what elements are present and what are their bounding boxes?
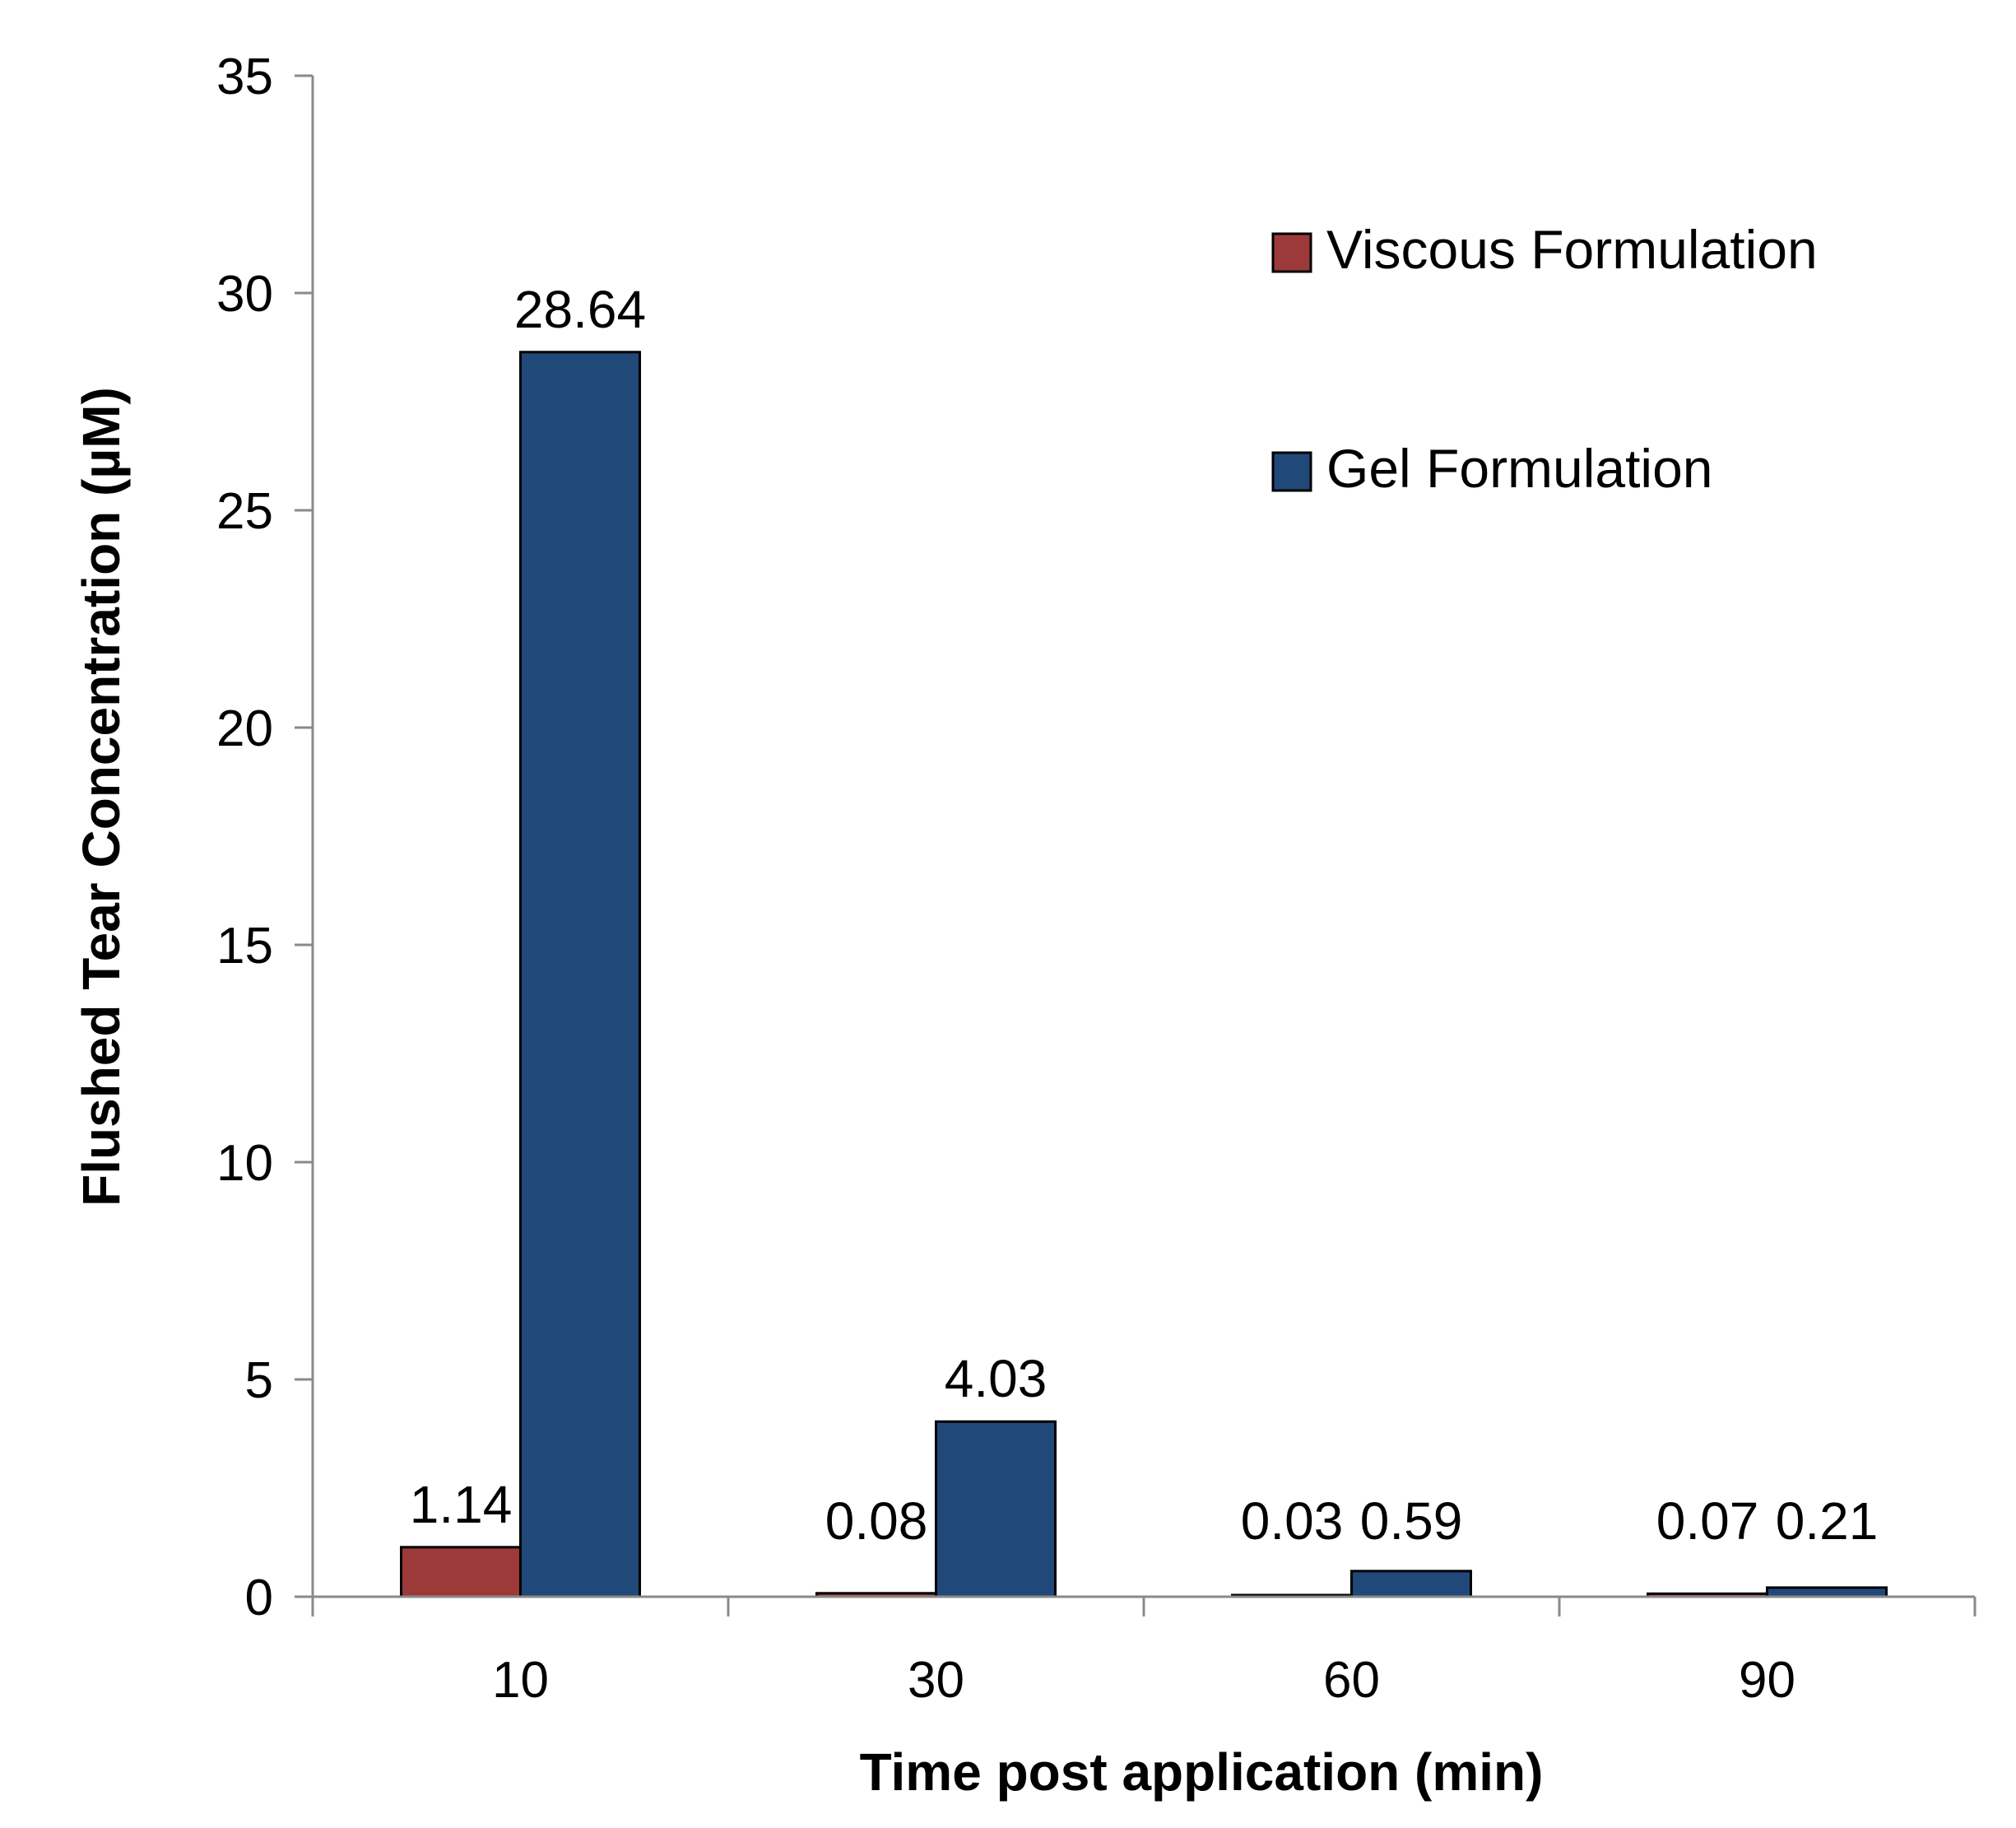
bar-viscous xyxy=(400,1546,522,1598)
y-tick-label: 35 xyxy=(216,49,273,105)
y-tick-label: 10 xyxy=(216,1135,273,1192)
legend-label-gel: Gel Formulation xyxy=(1326,438,1713,499)
data-label-gel: 28.64 xyxy=(514,280,646,339)
data-labels-layer: 1.14 0.08 0.03 0.07 28.64 4.03 0.59 0.21 xyxy=(410,280,1879,1551)
data-label-gel: 0.21 xyxy=(1776,1491,1879,1551)
y-axis-title: Flushed Tear Concentration (µM) xyxy=(72,387,131,1207)
y-tick-label: 15 xyxy=(216,918,273,974)
y-tick-label: 5 xyxy=(245,1352,273,1409)
data-label-viscous: 0.03 xyxy=(1241,1491,1344,1551)
bar-gel xyxy=(1766,1586,1888,1598)
bar-gel xyxy=(935,1420,1057,1598)
legend: Viscous Formulation Gel Formulation xyxy=(1271,219,1818,499)
data-label-viscous: 1.14 xyxy=(410,1475,513,1534)
data-label-viscous: 0.08 xyxy=(825,1491,928,1551)
axes-layer: 0 5 10 15 20 25 30 35 10 30 60 90 xyxy=(216,49,1977,1709)
data-label-viscous: 0.07 xyxy=(1656,1491,1759,1551)
bars-layer xyxy=(400,351,1888,1598)
x-tick-label: 30 xyxy=(908,1652,964,1709)
y-tick-label: 25 xyxy=(216,483,273,540)
x-tick-label: 60 xyxy=(1323,1652,1380,1709)
y-tick-label: 0 xyxy=(245,1570,273,1626)
bar-gel xyxy=(519,351,641,1598)
x-tick-label: 90 xyxy=(1739,1652,1795,1709)
legend-label-viscous: Viscous Formulation xyxy=(1326,219,1818,280)
data-label-gel: 0.59 xyxy=(1360,1491,1463,1551)
x-axis-title: Time post application (min) xyxy=(860,1742,1544,1802)
legend-swatch-viscous xyxy=(1271,232,1312,273)
y-tick-label: 20 xyxy=(216,700,273,757)
data-label-gel: 4.03 xyxy=(945,1349,1047,1408)
y-tick-label: 30 xyxy=(216,266,273,323)
x-tick-label: 10 xyxy=(492,1652,549,1709)
bar-gel xyxy=(1350,1570,1472,1598)
legend-swatch-gel xyxy=(1271,451,1312,492)
